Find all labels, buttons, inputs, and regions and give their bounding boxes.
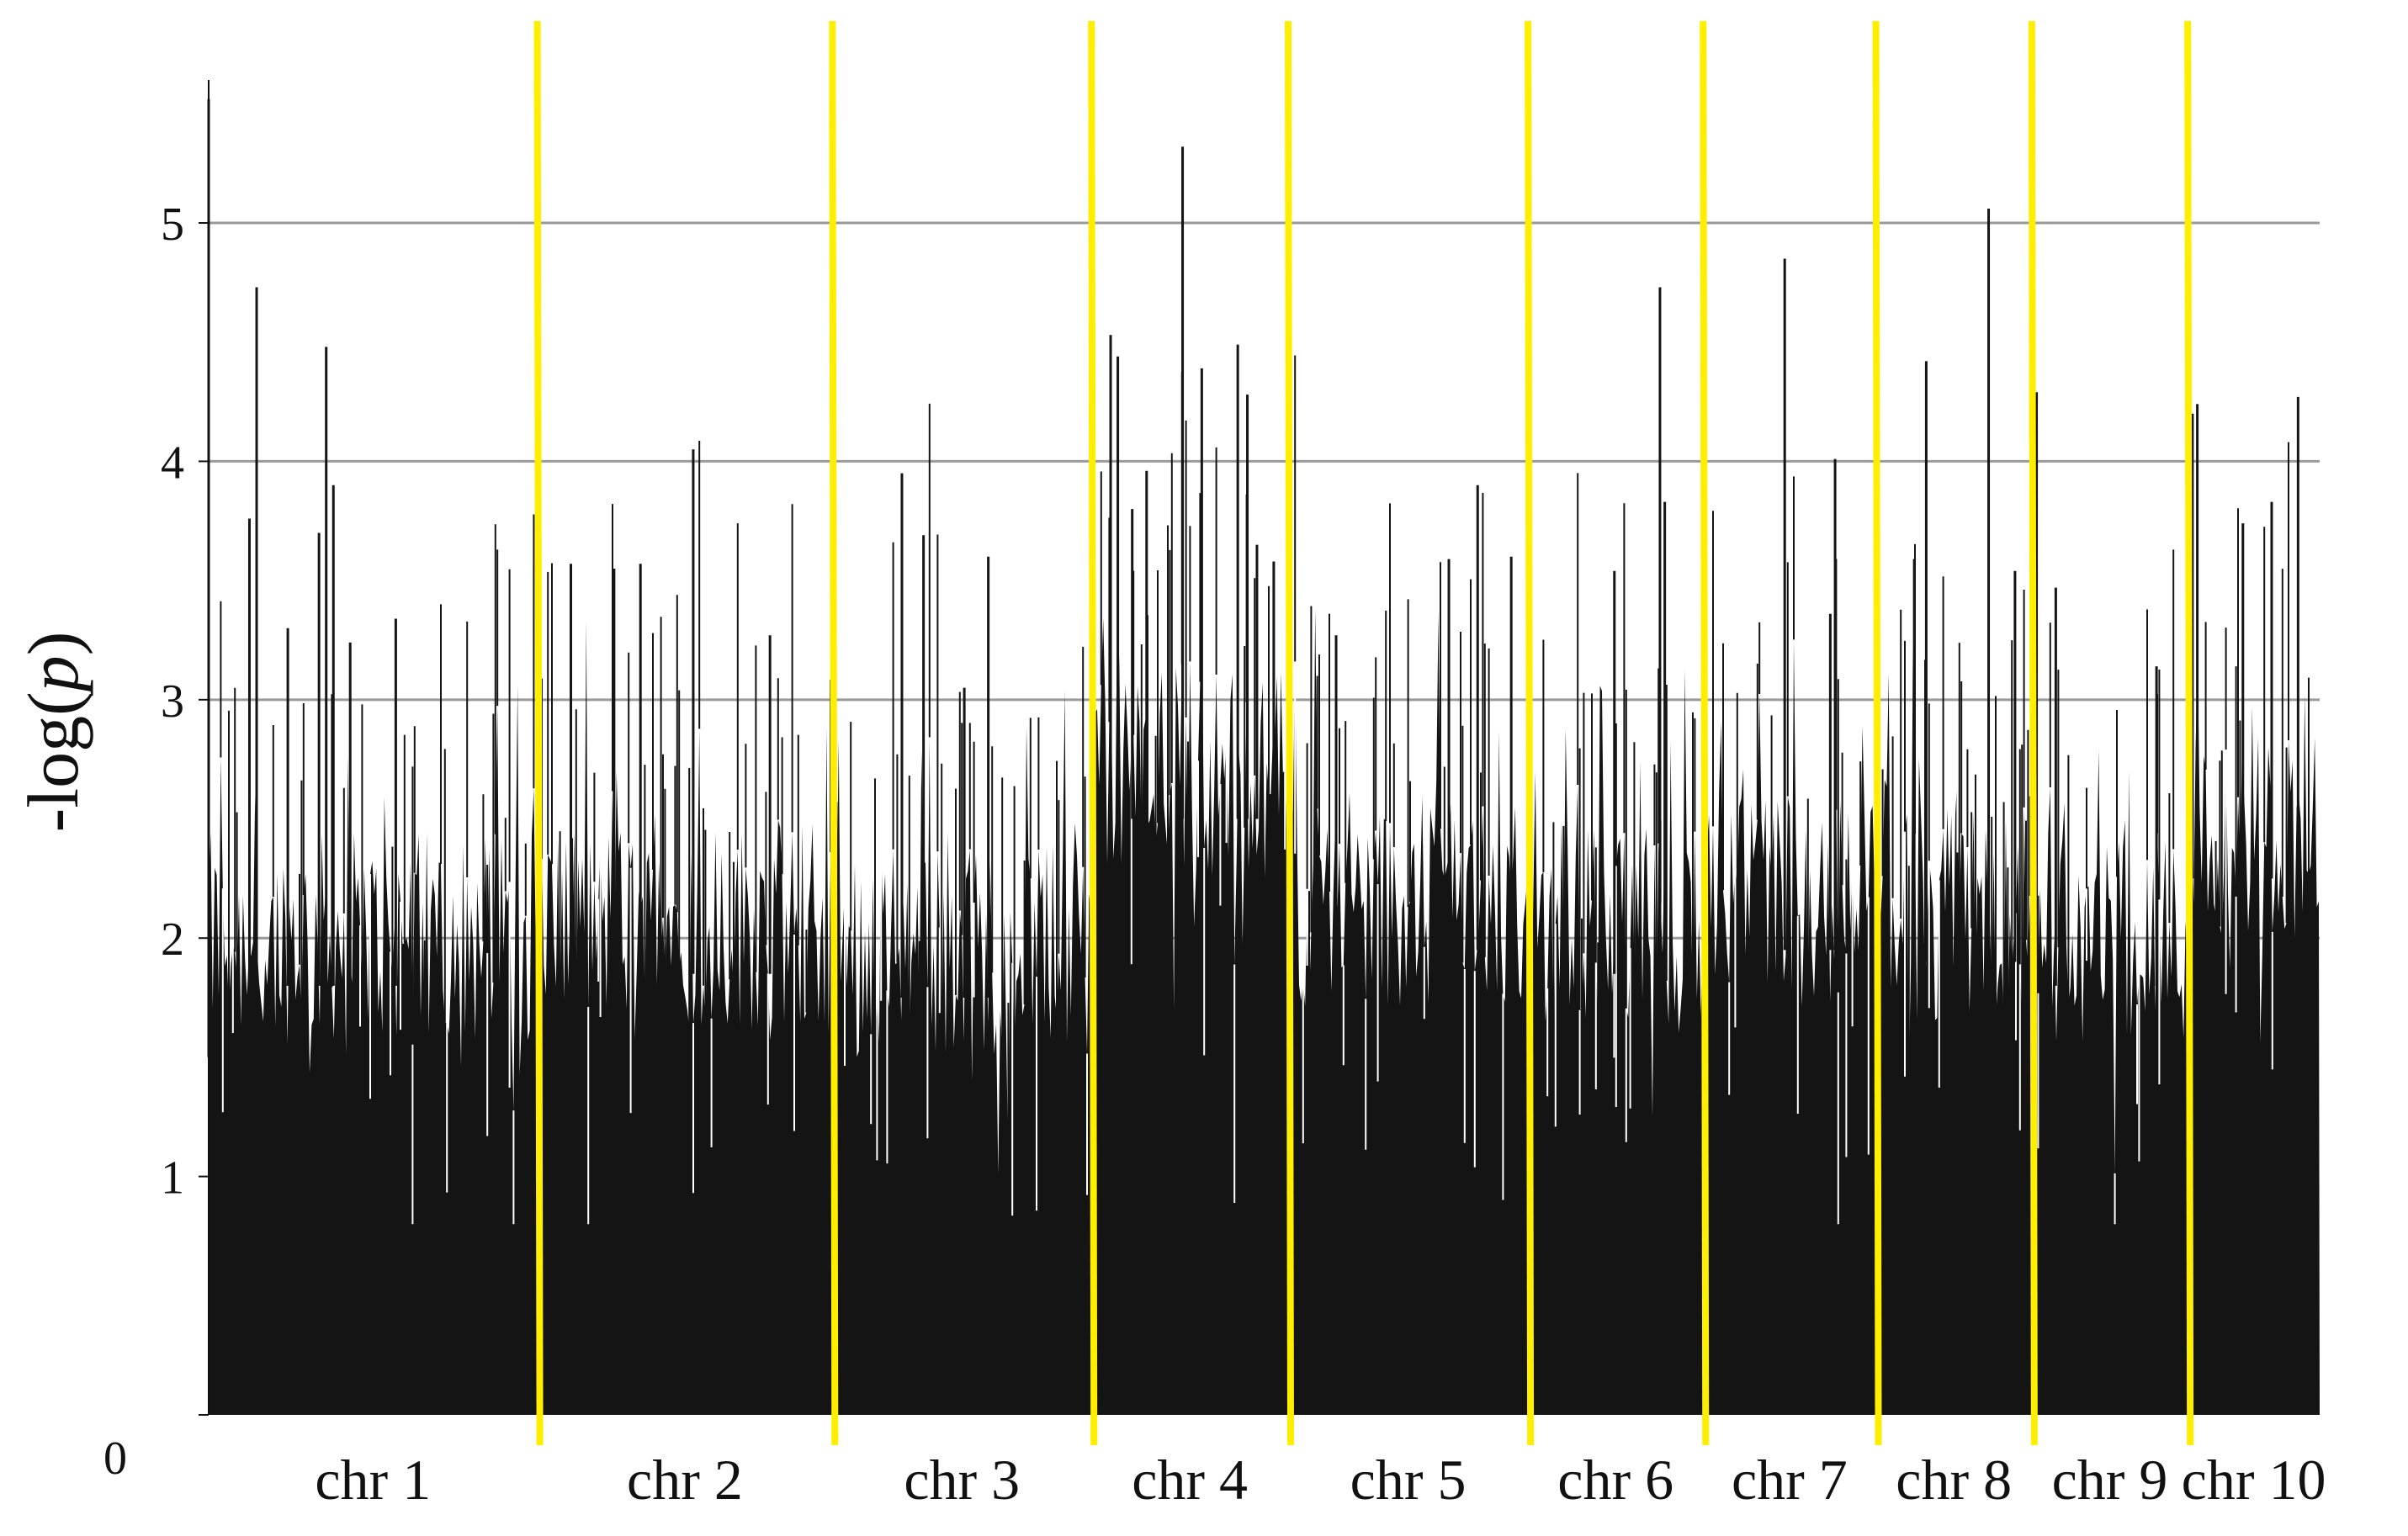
chr-label-10: chr 10 [2182, 1448, 2326, 1512]
y-tick-label-5: 5 [161, 199, 184, 251]
bar-series [207, 98, 2320, 1415]
boundary-chr5-chr6 [1525, 20, 1535, 1446]
chromosome-boundaries [533, 20, 2194, 1446]
chr-label-7: chr 7 [1732, 1448, 1848, 1512]
y-tick-label-2: 2 [161, 914, 184, 966]
chr-label-2: chr 2 [627, 1448, 743, 1512]
y-axis: 0 1 2 3 4 5 [103, 80, 210, 1485]
boundary-chr9-chr10 [2184, 20, 2194, 1446]
boundary-chr3-chr4 [1088, 20, 1098, 1446]
boundary-chr4-chr5 [1285, 20, 1295, 1446]
boundary-chr7-chr8 [1872, 20, 1882, 1446]
y-tick-label-1: 1 [161, 1152, 184, 1205]
boundary-chr1-chr2 [533, 20, 544, 1446]
chr-label-1: chr 1 [315, 1448, 431, 1512]
bars-envelope [209, 595, 2320, 1415]
y-tick-label-3: 3 [161, 675, 184, 728]
boundary-chr8-chr9 [2028, 20, 2038, 1446]
y-tick-label-4: 4 [161, 437, 184, 489]
chr-label-9: chr 9 [2052, 1448, 2168, 1512]
y-tick-label-0: 0 [103, 1433, 127, 1485]
chromosome-labels: chr 1 chr 2 chr 3 chr 4 chr 5 chr 6 chr 7 chr 8… [315, 1448, 2326, 1512]
y-axis-label: -log(p) [13, 632, 93, 833]
chr-label-5: chr 5 [1350, 1448, 1467, 1512]
chr-label-8: chr 8 [1896, 1448, 2012, 1512]
chr-label-6: chr 6 [1557, 1448, 1673, 1512]
boundary-chr2-chr3 [829, 20, 839, 1446]
chr-label-4: chr 4 [1132, 1448, 1248, 1512]
chr-label-3: chr 3 [904, 1448, 1020, 1512]
boundary-chr6-chr7 [1700, 20, 1710, 1446]
